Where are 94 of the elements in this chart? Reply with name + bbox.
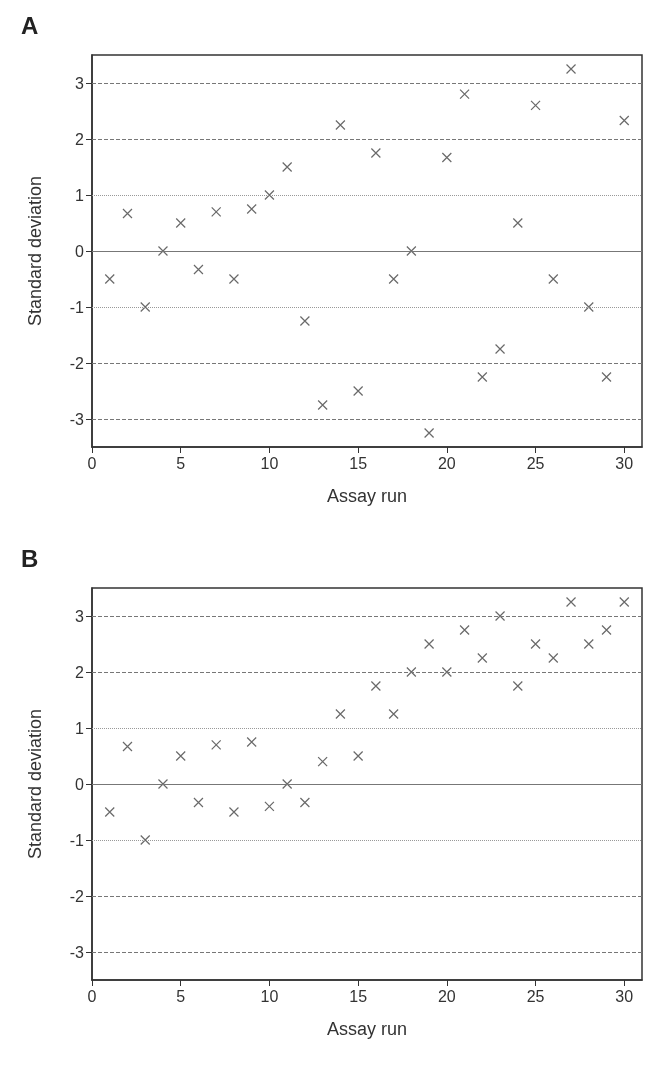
point [104,273,115,285]
point [282,778,293,790]
point [388,708,399,720]
y-tick-label: 3 [75,74,85,92]
point [388,273,399,285]
point [494,610,506,622]
x-tick-label: 10 [260,454,279,472]
point [335,708,346,720]
x-tick-label: 5 [176,987,186,1005]
x-axis-title: Assay run [326,486,408,506]
point [530,100,541,111]
y-axis-title: Standard deviation [25,708,45,860]
point [583,301,594,313]
point [353,385,364,397]
point [228,273,240,285]
point [193,797,204,808]
point [459,624,470,636]
x-tick-label: 25 [526,454,545,472]
y-tick-label: -2 [69,887,85,905]
point [477,652,488,664]
point [122,208,133,219]
point [335,119,346,131]
x-tick-label: 30 [615,454,634,472]
y-tick-label: -3 [69,943,85,961]
point [317,399,328,411]
point [104,806,115,818]
point [175,217,186,229]
point [175,750,186,762]
point [512,217,523,229]
point [264,801,275,812]
point [441,666,452,678]
y-tick-label: -3 [69,410,85,428]
y-tick-label: 2 [75,663,85,681]
point [494,343,506,355]
point [353,750,364,762]
point [459,89,470,100]
point [157,778,169,790]
y-tick-label: 2 [75,130,85,148]
x-tick-label: 5 [176,454,186,472]
y-tick-label: 1 [75,719,85,737]
point [370,680,381,692]
point [530,638,541,650]
point [406,666,417,678]
point [317,756,328,767]
point [601,624,612,636]
x-tick-label: 30 [615,987,634,1005]
point [211,206,222,217]
x-tick-label: 0 [87,454,97,472]
point [370,147,381,159]
x-tick-label: 20 [437,987,456,1005]
x-axis-title: Assay run [326,1019,408,1039]
point [299,797,310,808]
y-axis-title: Standard deviation [25,175,45,327]
point [441,152,452,163]
y-tick-label: -1 [69,298,85,316]
point [193,264,204,275]
point [424,427,435,439]
point [228,806,240,818]
point [601,371,612,383]
point [565,596,577,608]
point [122,741,133,752]
point [619,115,630,126]
point [424,638,435,650]
chart-title: B [21,544,39,572]
point [477,371,488,383]
point [211,739,222,750]
y-tick-label: 0 [75,242,85,260]
x-tick-label: 20 [437,454,456,472]
point [246,203,257,215]
y-tick-label: -1 [69,831,85,849]
point [264,189,275,201]
x-tick-label: 15 [349,987,368,1005]
point [512,680,523,692]
point [282,161,293,173]
y-tick-label: -2 [69,354,85,372]
x-tick-label: 25 [526,987,545,1005]
x-tick-label: 10 [260,987,279,1005]
point [565,63,577,75]
y-tick-label: 0 [75,775,85,793]
y-tick-label: 1 [75,186,85,204]
point [140,301,151,313]
point [299,315,310,327]
point [548,652,559,664]
chart-title: A [21,11,39,39]
y-tick-label: 3 [75,607,85,625]
x-tick-label: 15 [349,454,368,472]
point [140,834,151,846]
point [406,245,417,257]
point [548,273,559,285]
x-tick-label: 0 [87,987,97,1005]
point [583,638,594,650]
point [619,596,630,608]
point [246,736,257,748]
point [157,245,169,257]
